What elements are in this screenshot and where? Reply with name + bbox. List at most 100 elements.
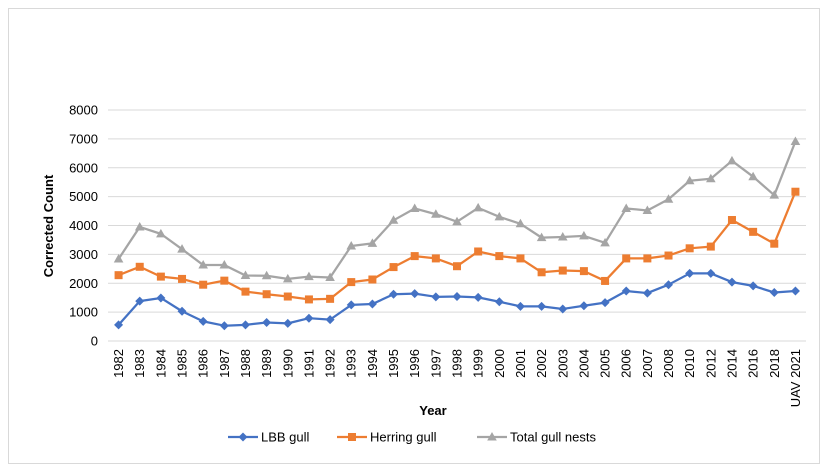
data-point — [241, 287, 250, 296]
x-tick-label: 2006 — [619, 349, 634, 378]
data-point — [515, 301, 525, 311]
data-point — [388, 215, 399, 224]
x-tick-label: 1996 — [407, 349, 422, 378]
data-point — [347, 278, 356, 287]
data-point — [409, 203, 420, 212]
x-tick-label: 1993 — [344, 349, 359, 378]
x-tick-label: 1985 — [175, 349, 190, 378]
data-point — [790, 136, 801, 145]
data-point — [114, 271, 123, 280]
data-point — [219, 260, 230, 269]
data-point — [283, 318, 293, 328]
data-point — [431, 254, 440, 263]
y-tick-label: 0 — [91, 334, 98, 349]
x-tick-label: 1994 — [365, 349, 380, 378]
y-tick-label: 6000 — [69, 160, 98, 175]
data-point — [135, 262, 144, 271]
x-tick-label: 1984 — [153, 349, 168, 378]
data-point — [453, 262, 461, 271]
data-point — [282, 273, 293, 283]
x-tick-label: 1989 — [259, 349, 274, 378]
data-point — [410, 252, 419, 261]
x-tick-label: 2002 — [534, 349, 549, 378]
data-point — [727, 155, 737, 165]
data-point — [240, 270, 251, 279]
x-tick-label: 2000 — [492, 349, 507, 378]
x-axis-title: Year — [419, 403, 446, 418]
data-point — [642, 205, 653, 214]
x-tick-label: 2008 — [661, 349, 676, 378]
data-point — [325, 272, 335, 281]
data-point — [579, 301, 589, 311]
data-point — [791, 187, 800, 196]
legend-label: LBB gull — [261, 430, 310, 445]
data-point — [748, 171, 758, 181]
data-point — [579, 267, 588, 276]
data-point — [283, 292, 292, 301]
data-point — [790, 286, 800, 296]
x-tick-label: UAV 2021 — [788, 349, 803, 407]
data-point — [621, 203, 632, 212]
x-tick-label: 1987 — [217, 349, 232, 378]
data-point — [474, 247, 483, 256]
data-point — [536, 232, 547, 242]
data-point — [135, 296, 145, 306]
data-point — [664, 280, 674, 290]
x-tick-label: 1983 — [132, 349, 147, 378]
x-tick-label: 1999 — [471, 349, 486, 378]
data-point — [220, 276, 229, 285]
x-tick-label: 1998 — [450, 349, 465, 378]
data-point — [452, 216, 462, 226]
data-point — [706, 268, 716, 278]
data-point — [769, 287, 779, 297]
data-point — [622, 254, 631, 263]
data-point — [494, 211, 505, 221]
data-point — [621, 286, 631, 296]
data-point — [177, 244, 187, 253]
x-tick-label: 2007 — [640, 349, 655, 378]
data-point — [487, 432, 497, 441]
x-tick-label: 2001 — [513, 349, 528, 378]
x-tick-label: 2012 — [703, 349, 718, 378]
legend-item: LBB gull — [228, 430, 310, 445]
data-point — [684, 175, 695, 185]
data-point — [749, 227, 758, 236]
x-tick-label: 2004 — [576, 349, 591, 378]
y-tick-label: 2000 — [69, 276, 98, 291]
y-tick-label: 7000 — [69, 131, 98, 146]
x-tick-label: 1982 — [111, 349, 126, 378]
data-point — [348, 433, 356, 441]
data-point — [516, 254, 525, 263]
data-point — [178, 274, 187, 283]
data-point — [664, 251, 673, 260]
x-tick-label: 1986 — [196, 349, 211, 378]
data-point — [770, 239, 779, 248]
data-point — [304, 271, 314, 281]
series-1 — [114, 187, 800, 304]
data-point — [156, 228, 166, 238]
x-tick-label: 1992 — [323, 349, 338, 378]
data-point — [368, 275, 377, 284]
data-point — [495, 252, 504, 261]
data-point — [706, 242, 715, 251]
data-point — [262, 290, 271, 299]
legend-label: Total gull nests — [510, 430, 596, 445]
data-point — [663, 194, 674, 203]
data-point — [431, 209, 441, 218]
series-group — [113, 136, 801, 331]
data-point — [113, 253, 124, 263]
data-point — [431, 292, 441, 302]
data-point — [579, 230, 589, 240]
gridlines — [108, 109, 806, 342]
data-point — [304, 313, 314, 323]
data-point — [238, 432, 248, 442]
data-point — [537, 301, 547, 311]
data-point — [177, 306, 187, 316]
data-point — [134, 221, 145, 231]
x-tick-label: 2005 — [598, 349, 613, 378]
data-point — [198, 260, 208, 269]
legend-label: Herring gull — [370, 430, 437, 445]
data-point — [515, 218, 526, 228]
data-point — [304, 295, 313, 304]
chart-frame — [8, 8, 820, 464]
